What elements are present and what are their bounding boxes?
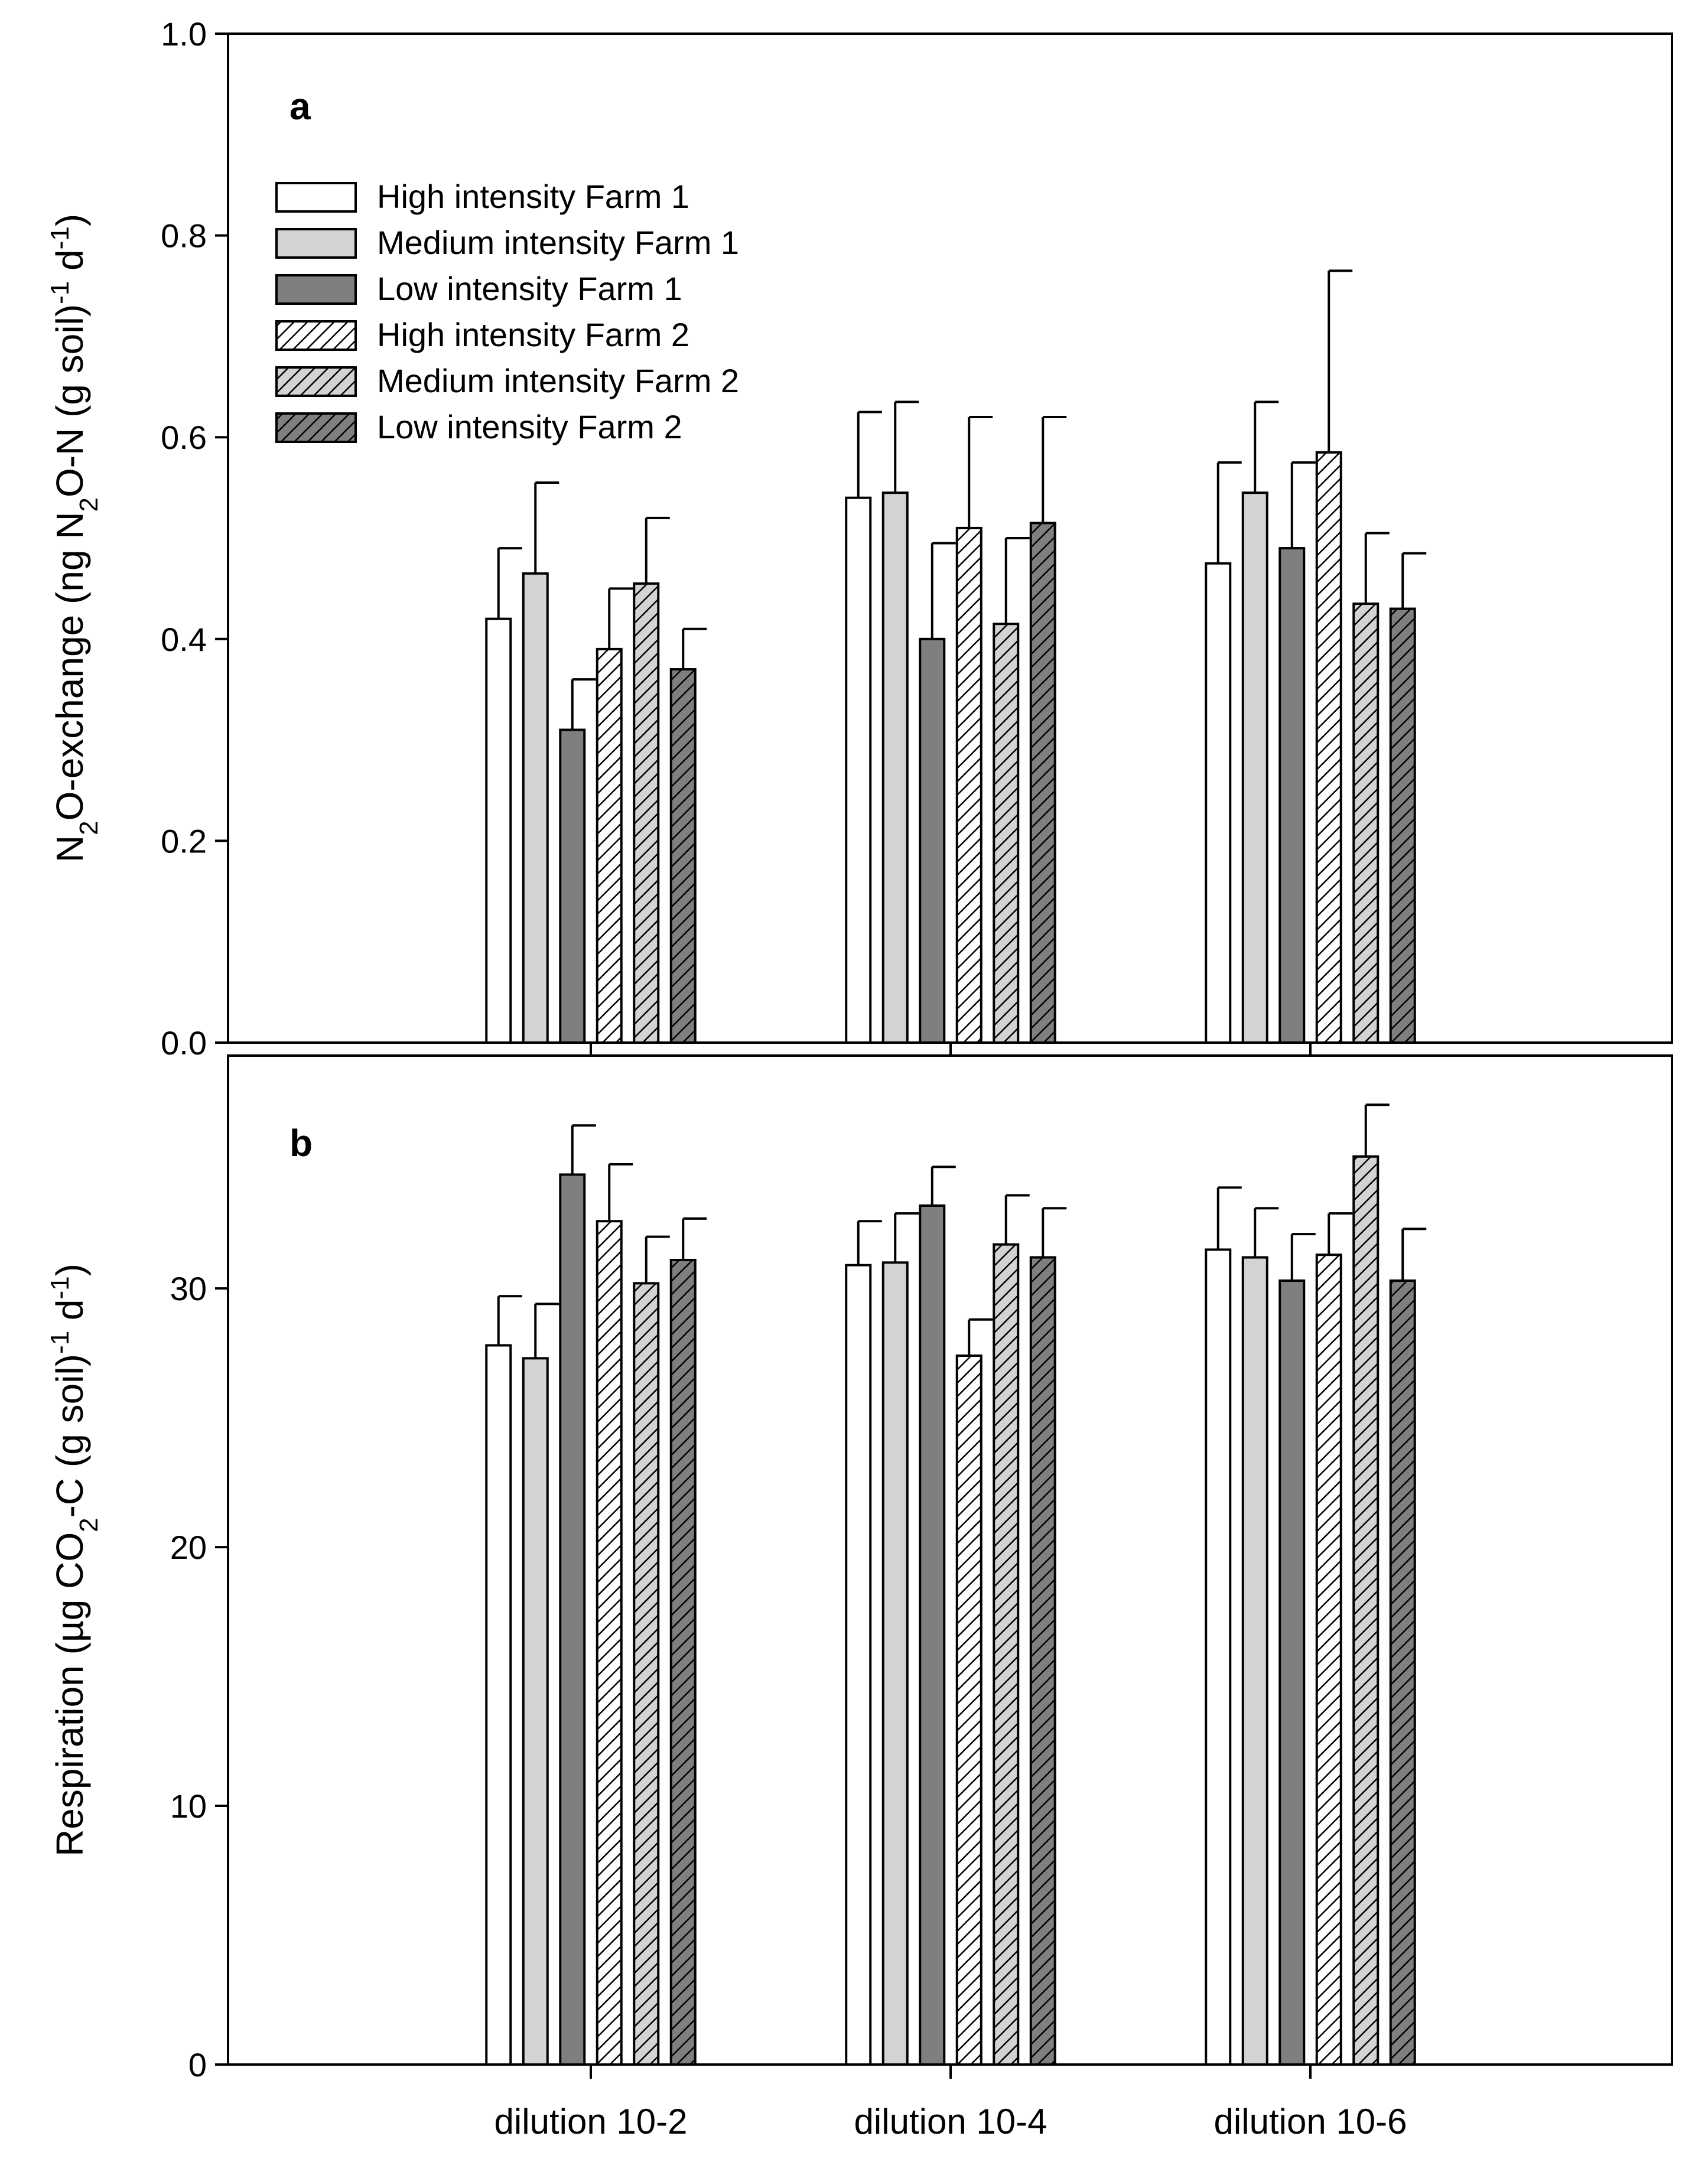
bar [559, 728, 586, 1044]
y-tick-label: 0.8 [161, 217, 207, 255]
bar [633, 1282, 660, 2066]
legend-swatch [275, 182, 357, 213]
bar [881, 1261, 909, 2066]
legend-entry: Low intensity Farm 1 [377, 270, 682, 307]
bar [485, 617, 512, 1044]
legend-swatch [275, 320, 357, 351]
legend-entry: High intensity Farm 1 [377, 178, 689, 215]
bar [633, 582, 660, 1044]
legend-swatch [275, 228, 357, 259]
panel-a-n2o-exchange: 0.0 0.2 0.4 0.6 0.8 1.0 N2O-exchange (ng N2O-N… [45, 15, 1673, 1062]
y-tick-label: 0.0 [161, 1024, 207, 1062]
y-tick-label: 10 [170, 1787, 207, 1825]
bar [955, 526, 982, 1044]
bar [1241, 491, 1268, 1044]
bar [845, 1264, 872, 2066]
legend-swatch [275, 366, 357, 397]
category-label: dilution 10-4 [854, 2102, 1047, 2141]
category-label: dilution 10-2 [494, 2102, 688, 2141]
panel-label: a [289, 85, 311, 128]
y-axis-label: N2O-exchange (ng N2O-N (g soil)-1 d-1) [45, 214, 103, 862]
legend-swatch [275, 412, 357, 443]
y-tick-label: 0.4 [161, 621, 207, 658]
bar [1029, 1256, 1056, 2066]
bar [669, 1258, 697, 2066]
legend-entry: Medium intensity Farm 2 [377, 362, 739, 399]
bar [993, 1243, 1020, 2066]
bar [522, 1357, 549, 2066]
bar [522, 572, 549, 1044]
y-tick-label: 20 [170, 1529, 207, 1566]
bar [1389, 607, 1416, 1044]
bar [1352, 1155, 1380, 2066]
y-tick-label: 1.0 [161, 15, 207, 53]
bar [845, 496, 872, 1044]
panel-label: b [289, 1122, 313, 1164]
bar [1205, 562, 1232, 1044]
legend-entry: Medium intensity Farm 1 [377, 224, 739, 261]
bar [1278, 547, 1306, 1044]
bar [596, 1220, 623, 2066]
bar [559, 1173, 586, 2066]
bar [1278, 1279, 1306, 2066]
y-tick-label: 30 [170, 1270, 207, 1307]
bar [919, 1204, 946, 2066]
panel-b-respiration: 0 10 20 30 Respiration (µg CO2-C (g soil)-1 … [45, 1054, 1673, 2083]
category-axis-labels: dilution 10-2 dilution 10-4 dilution 10-6 [494, 2102, 1407, 2141]
bar [485, 1344, 512, 2066]
legend-entry: Low intensity Farm 2 [377, 408, 682, 445]
bar [1352, 603, 1380, 1044]
y-tick-label: 0 [188, 2046, 207, 2083]
bar [919, 637, 946, 1044]
bar [993, 623, 1020, 1044]
bar [881, 491, 909, 1044]
category-label: dilution 10-6 [1214, 2102, 1407, 2141]
legend-swatch [275, 274, 357, 305]
bar [1315, 451, 1342, 1044]
y-tick-label: 0.6 [161, 419, 207, 456]
bar [669, 668, 697, 1044]
bar [596, 647, 623, 1044]
y-tick-label: 0.2 [161, 822, 207, 859]
bar [1029, 522, 1056, 1044]
bar [1241, 1256, 1268, 2066]
bar [955, 1354, 982, 2066]
y-axis-label: Respiration (µg CO2-C (g soil)-1 d-1) [45, 1264, 103, 1857]
bar [1389, 1279, 1416, 2066]
legend-entry: High intensity Farm 2 [377, 316, 689, 353]
legend: High intensity Farm 1 Medium intensity Fa… [275, 178, 739, 445]
bar [1315, 1253, 1342, 2066]
bar [1205, 1248, 1232, 2066]
